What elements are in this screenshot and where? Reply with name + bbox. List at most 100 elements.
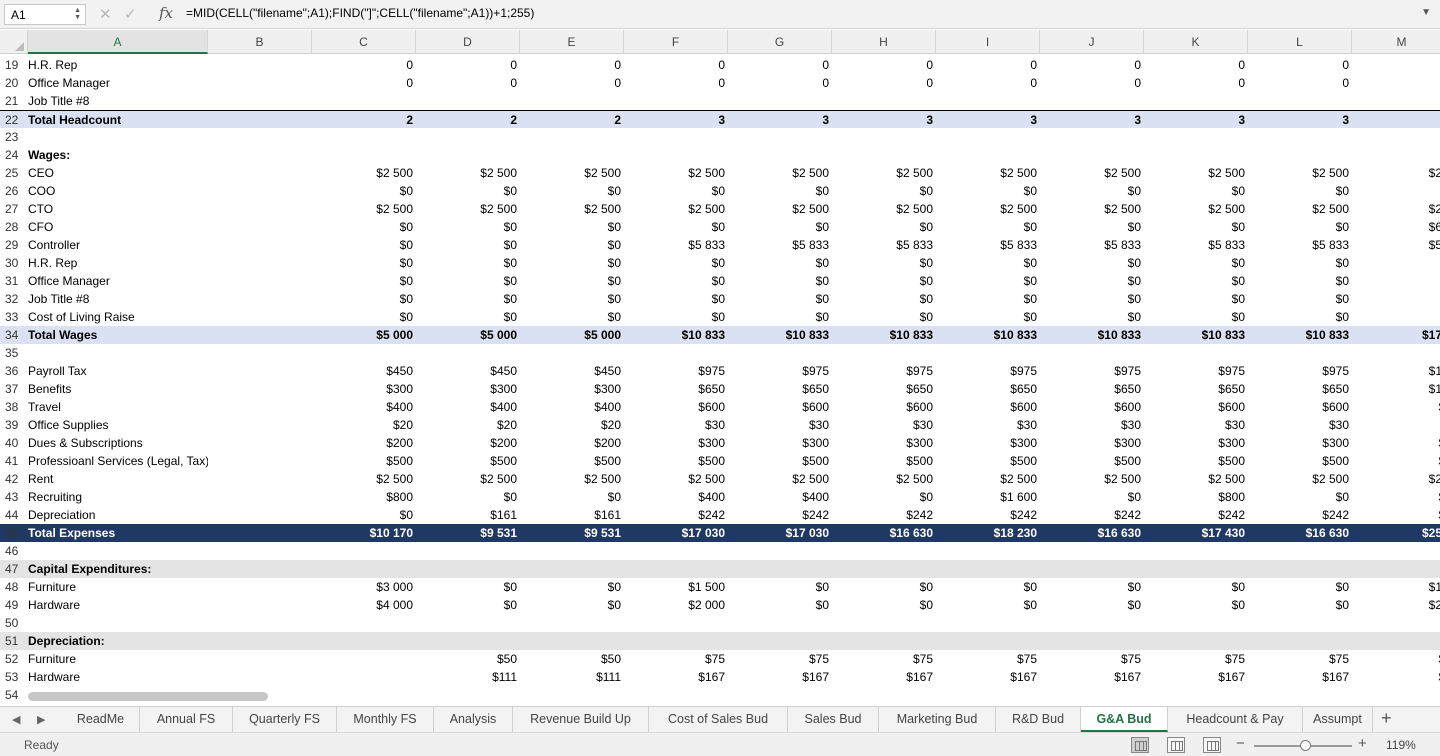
cell-i[interactable]: $0	[1023, 310, 1037, 324]
cell-g[interactable]: $0	[815, 292, 829, 306]
cell-i[interactable]: $75	[1016, 652, 1037, 666]
cell-h[interactable]: $5 833	[896, 238, 933, 252]
cell-j[interactable]: 0	[1134, 76, 1141, 90]
cell-k[interactable]: $17 430	[1201, 526, 1245, 540]
cell-d[interactable]: $400	[490, 400, 517, 414]
cell-l[interactable]: $2 500	[1312, 166, 1349, 180]
cell-m[interactable]: $	[1352, 290, 1440, 308]
row-label-cell[interactable]: Hardware	[28, 670, 81, 684]
cell-h[interactable]: $0	[919, 220, 933, 234]
cell-g[interactable]: $0	[815, 598, 829, 612]
cell-l[interactable]: $0	[1335, 292, 1349, 306]
cell-m[interactable]: $2 0	[1428, 598, 1440, 612]
cell-l[interactable]: $16 630	[1305, 526, 1349, 540]
row-number[interactable]: 39	[5, 418, 19, 432]
cell-h[interactable]: $0	[919, 292, 933, 306]
cell-k[interactable]: $0	[1231, 598, 1245, 612]
cell-l[interactable]: $10 833	[1305, 328, 1349, 342]
cell-h[interactable]: $500	[906, 454, 933, 468]
cell-k[interactable]: $650	[1218, 382, 1245, 396]
row-label-cell[interactable]: Job Title #8	[28, 94, 90, 108]
cell-d[interactable]: $0	[503, 238, 517, 252]
cell-j[interactable]: $0	[1127, 310, 1141, 324]
cell-e[interactable]: $20	[600, 418, 621, 432]
cell-j[interactable]: $0	[1127, 184, 1141, 198]
cell-g[interactable]: $5 833	[792, 238, 829, 252]
cell-g[interactable]: $0	[815, 184, 829, 198]
cell-e[interactable]: 0	[614, 76, 621, 90]
row-number[interactable]: 42	[5, 472, 19, 486]
cell-e[interactable]: $0	[607, 310, 621, 324]
cell-h[interactable]: 0	[926, 76, 933, 90]
cell-k[interactable]: $300	[1218, 436, 1245, 450]
row-number[interactable]: 22	[5, 113, 19, 127]
cell-f[interactable]: $0	[711, 220, 725, 234]
zoom-level[interactable]: 119%	[1386, 738, 1416, 752]
cell-e[interactable]: $0	[607, 274, 621, 288]
cell-l[interactable]: $500	[1322, 454, 1349, 468]
cell-j[interactable]: $242	[1114, 508, 1141, 522]
row-label-cell[interactable]: Dues & Subscriptions	[28, 436, 143, 450]
cell-i[interactable]: $18 230	[993, 526, 1037, 540]
cell-c[interactable]: $0	[399, 184, 413, 198]
cell-c[interactable]: $0	[399, 238, 413, 252]
cell-m[interactable]: $1 5	[1428, 580, 1440, 594]
row-number[interactable]: 25	[5, 166, 19, 180]
cell-h[interactable]: $242	[906, 508, 933, 522]
cell-i[interactable]: $0	[1023, 184, 1037, 198]
cell-d[interactable]: $200	[490, 436, 517, 450]
cell-j[interactable]: $0	[1127, 292, 1141, 306]
row-number[interactable]: 50	[5, 616, 19, 630]
cell-e[interactable]: $450	[594, 364, 621, 378]
row-number[interactable]: 49	[5, 598, 19, 612]
cell-d[interactable]: $0	[503, 598, 517, 612]
row-number[interactable]: 26	[5, 184, 19, 198]
row-number[interactable]: 31	[5, 274, 19, 288]
cell-l[interactable]: $975	[1322, 364, 1349, 378]
cell-h[interactable]: $0	[919, 310, 933, 324]
cell-j[interactable]: $650	[1114, 382, 1141, 396]
cell-j[interactable]: $600	[1114, 400, 1141, 414]
zoom-out-icon[interactable]: −	[1236, 735, 1245, 752]
cell-m[interactable]: $	[1352, 308, 1440, 326]
column-header-a[interactable]: A	[28, 30, 208, 54]
cell-l[interactable]: $600	[1322, 400, 1349, 414]
cell-i[interactable]: $2 500	[1000, 166, 1037, 180]
cell-c[interactable]: $5 000	[376, 328, 413, 342]
zoom-slider-thumb[interactable]	[1299, 740, 1311, 751]
column-header-i[interactable]: I	[936, 30, 1040, 54]
row-label-cell[interactable]: Cost of Living Raise	[28, 310, 135, 324]
cell-h[interactable]: $2 500	[896, 472, 933, 486]
cell-h[interactable]: $650	[906, 382, 933, 396]
cell-j[interactable]: $0	[1127, 598, 1141, 612]
cell-f[interactable]: $75	[704, 652, 725, 666]
cell-h[interactable]: $10 833	[889, 328, 933, 342]
column-header-e[interactable]: E	[520, 30, 624, 54]
cell-m[interactable]: $3	[1352, 506, 1440, 524]
cell-i[interactable]: $650	[1010, 382, 1037, 396]
cell-m[interactable]: $4	[1352, 434, 1440, 452]
cell-l[interactable]: $0	[1335, 220, 1349, 234]
row-label-cell[interactable]: Total Headcount	[28, 113, 122, 127]
row-number[interactable]: 28	[5, 220, 19, 234]
cell-j[interactable]: $2 500	[1104, 166, 1141, 180]
row-label-cell[interactable]: COO	[28, 184, 56, 198]
cell-i[interactable]: $0	[1023, 292, 1037, 306]
cell-k[interactable]: $10 833	[1201, 328, 1245, 342]
cell-i[interactable]: $2 500	[1000, 472, 1037, 486]
row-label-cell[interactable]: CEO	[28, 166, 55, 180]
cell-g[interactable]: $975	[802, 364, 829, 378]
cell-i[interactable]: $242	[1010, 508, 1037, 522]
cell-d[interactable]: $500	[490, 454, 517, 468]
row-number[interactable]: 37	[5, 382, 19, 396]
cell-d[interactable]: $161	[490, 508, 517, 522]
confirm-icon[interactable]: ✓	[124, 6, 137, 23]
cell-e[interactable]: $0	[607, 256, 621, 270]
cell-c[interactable]: $0	[399, 220, 413, 234]
row-number[interactable]: 34	[5, 328, 19, 342]
cell-g[interactable]: $17 030	[785, 526, 829, 540]
cell-k[interactable]: $75	[1224, 652, 1245, 666]
cell-l[interactable]: $2 500	[1312, 472, 1349, 486]
row-number[interactable]: 19	[5, 58, 19, 72]
cell-e[interactable]: $0	[607, 184, 621, 198]
